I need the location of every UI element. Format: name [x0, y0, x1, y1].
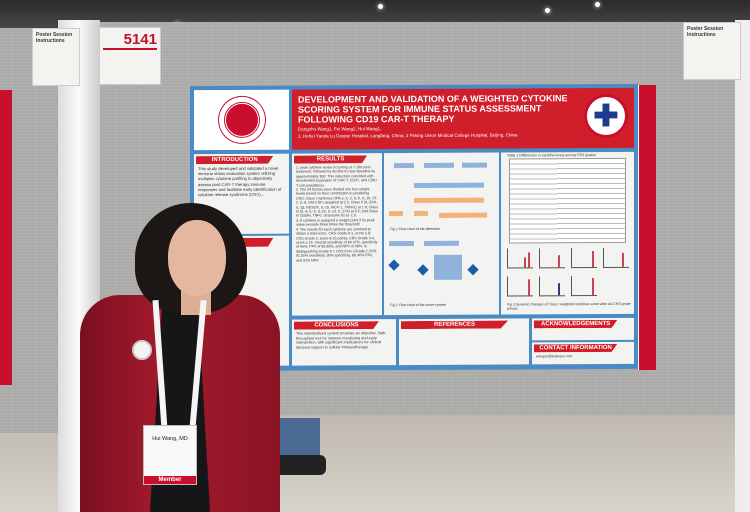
result-item: 4. The results for each cytokine are sum…: [296, 226, 378, 263]
figures-flowcharts: Fig 1 Flow chart of the detection Fig 2 …: [384, 152, 499, 316]
poster-affiliations: 1. Hebei Yanda Lu Daopei Hospital, Langf…: [298, 132, 518, 139]
conclusions-text: This standardized system provides an obj…: [296, 331, 387, 350]
flow-diamond: [388, 259, 400, 271]
hospital-cross-logo-icon: ✚: [584, 93, 628, 139]
lapel-pin: [132, 340, 152, 360]
passerby-shoes: [266, 455, 326, 475]
instructions-sign-right: Poster Session Instructions: [683, 22, 741, 80]
acknowledgements-section: ACKNOWLEDGEMENTS: [532, 317, 634, 341]
mini-chart: [571, 248, 597, 269]
flow-box: [414, 182, 484, 188]
mini-chart: [507, 276, 533, 297]
poster-number: 5141: [103, 31, 157, 50]
flow-box: [389, 241, 414, 247]
flow-box: [394, 163, 414, 169]
presenter-face: [168, 220, 226, 296]
name-badge: Hui Wang, MD Member: [143, 425, 197, 485]
flow-box: [424, 162, 454, 168]
section-heading: REFERENCES: [401, 321, 508, 330]
references-section: REFERENCES: [399, 318, 529, 366]
figure-caption: Fig 3 Dynamic changes of Class I weighte…: [507, 301, 631, 311]
conclusions-section: CONCLUSIONS This standardized system pro…: [292, 319, 396, 366]
section-heading: ACKNOWLEDGEMENTS: [534, 320, 617, 328]
table-and-charts: Table 1 Differences in cytokine levels a…: [501, 151, 634, 315]
table-caption: Table 1 Differences in cytokine levels a…: [507, 153, 597, 158]
result-item: 3. A cytokine is assigned a weight point…: [296, 218, 375, 227]
result-item: 1. peak cytokine levels occurring at 7-1…: [296, 165, 378, 188]
contact-email: wangdz@ludaopei.com: [536, 354, 573, 359]
flow-box: [434, 254, 462, 280]
poster-header: DEVELOPMENT AND VALIDATION OF A WEIGHTED…: [194, 87, 634, 151]
sign-title: Poster Session Instructions: [36, 32, 73, 44]
society-logo: [194, 89, 289, 151]
poster-side-strip: [638, 85, 656, 370]
flow-diamond: [417, 264, 429, 276]
flow-diamond: [467, 264, 479, 276]
mini-chart: [571, 276, 597, 297]
section-heading: RESULTS: [294, 155, 367, 163]
mini-chart: [539, 248, 565, 269]
section-heading: CONTACT INFORMATION: [534, 344, 617, 352]
result-item: 2. The 24 factors were divided into four…: [296, 187, 378, 219]
flow-box: [414, 197, 484, 203]
ash-logo-icon: [222, 100, 261, 140]
instructions-sign-left: Poster Session Instructions: [32, 28, 80, 86]
flow-box: [424, 240, 459, 246]
mini-chart: [507, 248, 533, 269]
section-heading: CONCLUSIONS: [294, 321, 379, 329]
flow-box: [462, 162, 487, 168]
adjacent-poster-edge: [0, 90, 12, 385]
board-divider-post-right: [735, 20, 750, 512]
figure-caption: Fig 2 Flow chart of the score system: [390, 302, 447, 308]
mini-chart: [603, 247, 629, 269]
title-banner: DEVELOPMENT AND VALIDATION OF A WEIGHTED…: [292, 87, 634, 150]
flow-box: [439, 212, 487, 218]
badge-name: Hui Wang, MD: [152, 436, 188, 442]
intro-text: This study developed and validated a nov…: [198, 165, 282, 198]
mini-chart: [539, 276, 565, 297]
poster-authors: Dongzhu Wang1, Fei Wang2, Hui Wang1,: [298, 126, 382, 132]
sign-title: Poster Session Instructions: [687, 26, 724, 38]
data-table: [509, 157, 626, 244]
results-section: RESULTS 1. peak cytokine levels occurrin…: [292, 153, 382, 316]
flow-box: [414, 210, 428, 216]
contact-section: CONTACT INFORMATION wangdz@ludaopei.com: [532, 341, 634, 365]
figure-caption: Fig 1 Flow chart of the detection: [390, 226, 440, 232]
section-heading: INTRODUCTION: [196, 156, 273, 164]
poster-title: DEVELOPMENT AND VALIDATION OF A WEIGHTED…: [298, 93, 568, 125]
badge-member-label: Member: [144, 476, 196, 484]
poster-number-sign: 5141: [99, 27, 161, 85]
flow-box: [389, 211, 403, 217]
